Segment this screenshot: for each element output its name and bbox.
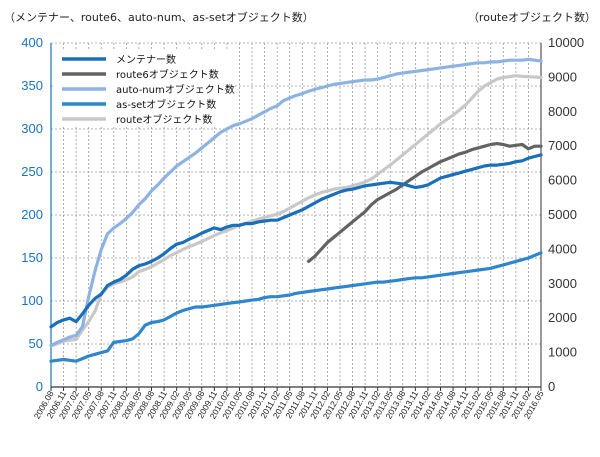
right-tick-label: 4000 (548, 241, 577, 256)
left-tick-label: 50 (29, 336, 43, 351)
right-tick-label: 10000 (548, 35, 584, 50)
series-line (49, 57, 543, 348)
legend: メンテナー数 route6オブジェクト数 auto-numオブジェクト数 as-set… (53, 50, 235, 126)
series-line (307, 142, 543, 263)
left-tick-label: 350 (21, 78, 43, 93)
legend-label: route6オブジェクト数 (116, 68, 219, 81)
left-tick-label: 300 (21, 121, 43, 136)
right-tick-label: 0 (548, 379, 555, 394)
right-axis-ticks: 0 1000 2000 3000 4000 5000 6000 7000 8000 9000 100… (548, 35, 584, 394)
right-tick-label: 9000 (548, 69, 577, 84)
series-line (49, 153, 543, 329)
legend-label: メンテナー数 (116, 53, 176, 66)
left-tick-label: 150 (21, 250, 43, 265)
series-lines (49, 57, 543, 363)
legend-label: as-setオブジェクト数 (116, 98, 216, 111)
right-tick-label: 8000 (548, 104, 577, 119)
axes (50, 43, 542, 391)
left-tick-label: 0 (36, 379, 43, 394)
left-tick-label: 250 (21, 164, 43, 179)
left-tick-label: 100 (21, 293, 43, 308)
right-tick-label: 1000 (548, 345, 577, 360)
series-line (49, 251, 543, 363)
x-axis-ticks: 2006.082006.112007.022007.052007.082007.… (32, 389, 546, 421)
left-axis-ticks: 0 50 100 150 200 250 300 350 400 (21, 35, 43, 394)
legend-label: routeオブジェクト数 (116, 113, 212, 126)
right-tick-label: 3000 (548, 276, 577, 291)
right-axis-title: （routeオブジェクト数） (468, 10, 596, 24)
series-line (49, 74, 543, 348)
right-tick-label: 6000 (548, 173, 577, 188)
left-tick-label: 200 (21, 207, 43, 222)
right-tick-label: 2000 (548, 310, 577, 325)
left-tick-label: 400 (21, 35, 43, 50)
legend-label: auto-numオブジェクト数 (116, 83, 235, 96)
right-tick-label: 5000 (548, 207, 577, 222)
left-axis-title: （メンテナー、route6、auto-num、as-setオブジェクト数） (4, 10, 314, 24)
right-tick-label: 7000 (548, 138, 577, 153)
